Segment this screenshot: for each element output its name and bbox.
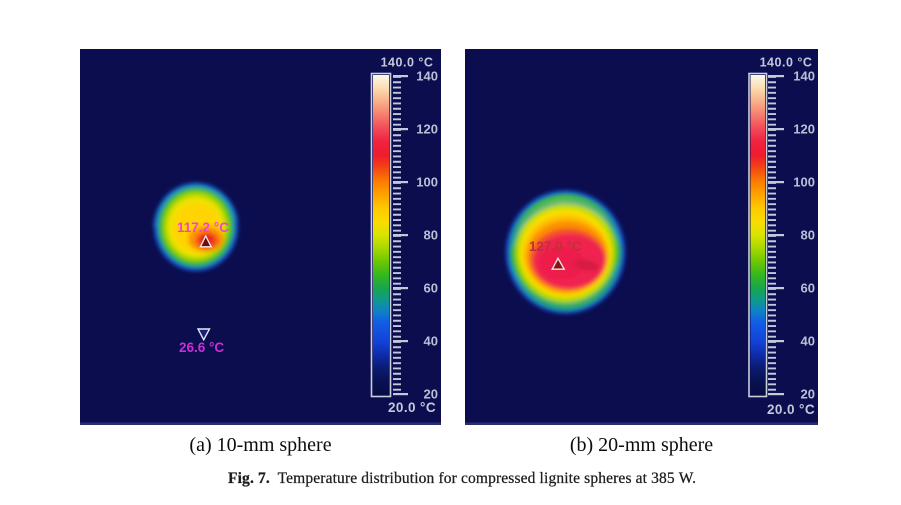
svg-text:140.0 °C: 140.0 °C (381, 56, 434, 70)
svg-text:120: 120 (793, 122, 815, 137)
svg-text:140: 140 (416, 69, 438, 84)
svg-text:140.0 °C: 140.0 °C (760, 56, 813, 70)
svg-text:140: 140 (793, 69, 815, 84)
svg-text:100: 100 (416, 175, 438, 190)
svg-text:20: 20 (801, 387, 815, 402)
svg-text:117.2 °C: 117.2 °C (177, 220, 229, 235)
svg-text:26.6 °C: 26.6 °C (179, 340, 224, 355)
svg-text:120: 120 (416, 122, 438, 137)
svg-text:60: 60 (424, 281, 438, 296)
svg-text:40: 40 (424, 334, 438, 349)
svg-text:20: 20 (424, 387, 438, 402)
svg-text:20.0 °C: 20.0 °C (767, 402, 815, 417)
svg-text:60: 60 (801, 281, 815, 296)
svg-text:40: 40 (801, 334, 815, 349)
svg-text:100: 100 (793, 175, 815, 190)
svg-text:80: 80 (424, 228, 438, 243)
svg-text:127.0 °C: 127.0 °C (529, 239, 582, 254)
svg-text:80: 80 (801, 228, 815, 243)
svg-text:20.0 °C: 20.0 °C (388, 400, 436, 415)
